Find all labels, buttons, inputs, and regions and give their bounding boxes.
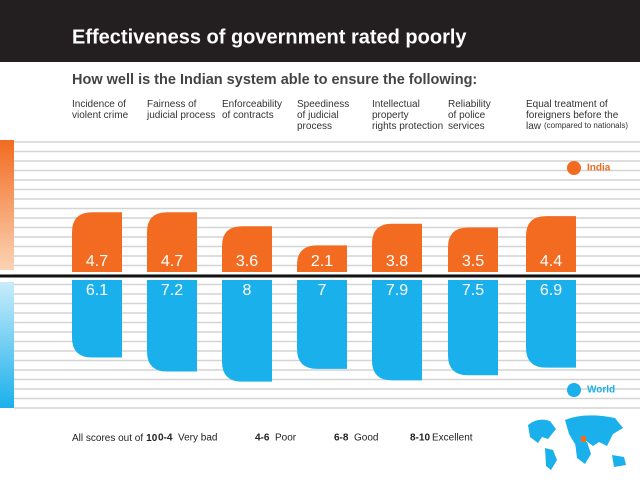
scale-label: Good: [354, 433, 378, 444]
value-label: 7: [318, 282, 327, 299]
category-label: Speediness of judicial process: [297, 99, 349, 132]
legend-swatch: [567, 383, 581, 397]
bar: [72, 280, 122, 358]
value-label: 4.4: [540, 253, 562, 270]
value-label: 3.6: [236, 253, 258, 270]
value-label: 3.8: [386, 253, 408, 270]
scale-label: Very bad: [178, 433, 217, 444]
value-label: 7.9: [386, 282, 408, 299]
bar: [72, 212, 122, 272]
value-label: 6.9: [540, 282, 562, 299]
bar: [526, 216, 576, 272]
world-map: [528, 415, 626, 470]
category-note: (compared to nationals): [544, 121, 628, 130]
bar: [372, 280, 422, 381]
category-label: Intellectual property rights protection: [372, 99, 443, 132]
bar: [147, 212, 197, 272]
bar: [448, 280, 498, 376]
scale-label: Poor: [275, 433, 297, 444]
legend-label: World: [587, 385, 615, 396]
footer-max: 10: [146, 433, 158, 444]
chart-title: Effectiveness of government rated poorly: [72, 26, 467, 48]
value-label: 4.7: [86, 253, 108, 270]
chart-subtitle: How well is the Indian system able to en…: [72, 72, 477, 88]
india-marker: [581, 436, 586, 442]
category-label: Equal treatment of foreigners before the l…: [526, 99, 628, 132]
bar: [448, 227, 498, 272]
value-label: 8: [243, 282, 252, 299]
bar: [297, 280, 347, 369]
legend-swatch: [567, 161, 581, 175]
header: [0, 0, 640, 62]
footer-note: All scores out of 10: [72, 433, 158, 444]
value-label: 7.2: [161, 282, 183, 299]
value-label: 2.1: [311, 253, 333, 270]
category-label: Enforceability of contracts: [222, 99, 282, 121]
scale-label: Excellent: [432, 433, 473, 444]
bar: [297, 245, 347, 272]
bar: [526, 280, 576, 368]
legend-label: India: [587, 163, 611, 174]
value-label: 7.5: [462, 282, 484, 299]
scale-range: 6-8: [334, 433, 349, 444]
category-label: Incidence of violent crime: [72, 99, 129, 121]
footer-note-text: All scores out of: [72, 433, 143, 444]
bar: [222, 280, 272, 382]
bar: [372, 223, 422, 272]
scale-range: 0-4: [158, 433, 173, 444]
scale-range: 4-6: [255, 433, 270, 444]
category-label: Reliability of police services: [448, 99, 491, 132]
color-strip: [0, 282, 14, 408]
value-label: 3.5: [462, 253, 484, 270]
bar: [147, 280, 197, 372]
scale-range: 8-10: [410, 433, 430, 444]
color-strip: [0, 140, 14, 270]
value-label: 4.7: [161, 253, 183, 270]
bar: [222, 226, 272, 272]
value-label: 6.1: [86, 282, 108, 299]
category-label: Fairness of judicial process: [146, 99, 215, 121]
